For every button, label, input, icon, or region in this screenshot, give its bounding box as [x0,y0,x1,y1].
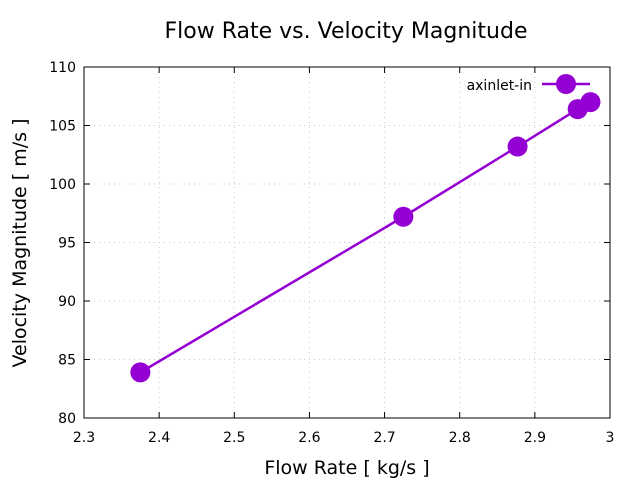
y-tick-label: 85 [58,353,76,369]
x-tick-label: 2.5 [223,430,245,446]
data-point [580,92,601,113]
y-tick-label: 110 [49,60,76,76]
series-group [130,92,601,383]
y-axis-label: Velocity Magnitude [ m/s ] [9,119,31,368]
y-tick-label: 95 [58,236,76,252]
ticks: 2.3 2.4 2.5 2.6 2.7 2.8 2.9 3 80 85 90 95 100 105 110 [49,60,614,446]
data-point [130,362,151,383]
legend-label: axinlet-in [467,78,532,94]
x-tick-label: 2.4 [148,430,170,446]
x-axis-label: Flow Rate [ kg/s ] [264,457,429,479]
x-tick-label: 2.9 [524,430,546,446]
data-point [507,136,528,157]
data-point [393,206,414,227]
plot-frame [83,66,611,419]
y-tick-label: 100 [49,177,76,193]
legend-marker [556,74,576,94]
grid [84,67,610,418]
x-tick-label: 2.3 [73,430,95,446]
y-tick-label: 105 [49,119,76,135]
x-tick-label: 3 [606,430,615,446]
y-tick-label: 90 [58,294,76,310]
y-tick-label: 80 [58,411,76,427]
x-tick-label: 2.6 [298,430,320,446]
chart-title: Flow Rate vs. Velocity Magnitude [165,19,528,44]
x-tick-label: 2.7 [373,430,395,446]
legend: axinlet-in [467,74,590,94]
x-tick-label: 2.8 [449,430,471,446]
